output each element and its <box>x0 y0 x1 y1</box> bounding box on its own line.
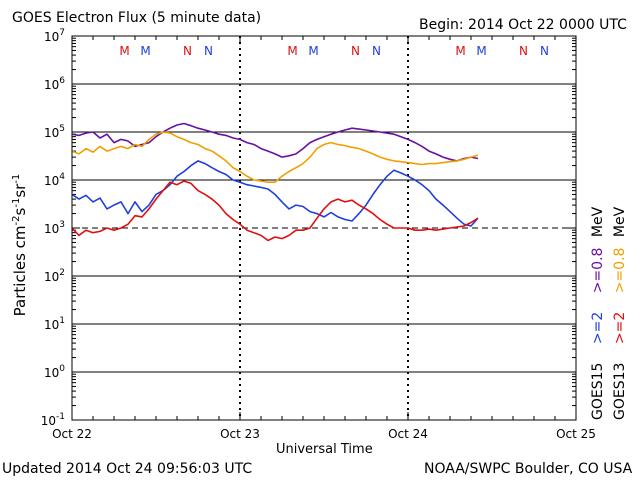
y-tick-label: 103 <box>44 220 65 236</box>
marker-m: M <box>140 44 150 58</box>
chart-title: GOES Electron Flux (5 minute data) <box>12 10 262 26</box>
series-goes15-0-8-mev <box>71 122 479 162</box>
marker-m: M <box>119 44 129 58</box>
series-goes15-2-mev <box>71 160 479 227</box>
x-tick-label: Oct 22 <box>52 427 92 441</box>
y-axis-label-text: Particles cm-2s-1sr-1 <box>11 173 29 317</box>
marker-m: M <box>455 44 465 58</box>
plot-frame <box>71 35 577 421</box>
x-tick-label: Oct 24 <box>388 427 428 441</box>
x-axis-label: Universal Time <box>276 442 373 457</box>
y-tick-label: 104 <box>44 172 65 188</box>
x-tick-label: Oct 25 <box>556 427 596 441</box>
legend-goes13-2mev: >=2 <box>612 311 628 345</box>
y-axis-label: Particles cm-2s-1sr-1 <box>11 145 29 345</box>
credit: NOAA/SWPC Boulder, CO USA <box>424 461 633 477</box>
series-goes13-2-mev <box>71 180 479 242</box>
legend-goes15-2mev: >=2 <box>590 311 606 345</box>
marker-n: N <box>519 44 528 58</box>
y-tick-label: 106 <box>44 76 65 92</box>
y-tick-label: 100 <box>44 364 65 380</box>
begin-date: Begin: 2014 Oct 22 0000 UTC <box>419 17 627 33</box>
series-goes13-0-8-mev <box>71 131 479 183</box>
legend-goes13-sat: GOES13 <box>612 362 628 420</box>
y-tick-label: 102 <box>44 268 65 284</box>
marker-n: N <box>540 44 549 58</box>
legend-goes15-08mev: >=0.8 <box>590 247 606 294</box>
marker-m: M <box>287 44 297 58</box>
marker-m: M <box>308 44 318 58</box>
marker-n: N <box>351 44 360 58</box>
legend-goes15: GOES15 >=2 >=0.8 MeV <box>590 207 606 420</box>
y-tick-label: 101 <box>44 316 65 332</box>
legend-goes13-unit: MeV <box>612 206 628 238</box>
updated-timestamp: Updated 2014 Oct 24 09:56:03 UTC <box>2 461 253 477</box>
marker-n: N <box>372 44 381 58</box>
y-tick-label: 107 <box>44 28 65 44</box>
marker-n: N <box>204 44 213 58</box>
legend-goes13: GOES13 >=2 >=0.8 MeV <box>612 207 628 420</box>
marker-m: M <box>476 44 486 58</box>
legend-goes15-unit: MeV <box>590 206 606 238</box>
marker-n: N <box>183 44 192 58</box>
legend-goes15-sat: GOES15 <box>590 362 606 420</box>
y-tick-label: 10-1 <box>41 412 65 428</box>
y-tick-label: 105 <box>44 124 65 140</box>
x-tick-label: Oct 23 <box>220 427 260 441</box>
legend-goes13-08mev: >=0.8 <box>612 247 628 294</box>
